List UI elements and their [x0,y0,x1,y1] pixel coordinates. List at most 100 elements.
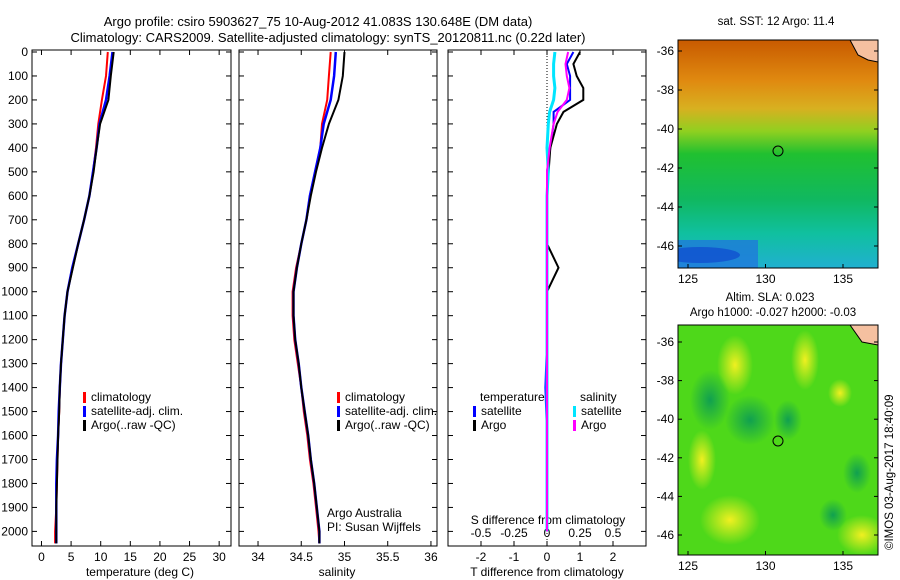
annotation-line1: Argo Australia [327,506,402,520]
y-tick-label: 1100 [2,309,28,323]
legend-label: satellite [481,404,522,418]
legend-label: Argo(..raw -QC) [91,418,176,432]
lat-tick-label: -40 [657,122,675,136]
legend-swatch [473,406,476,417]
satellite-adj-clim-line [55,51,114,544]
y-tick-label: 600 [8,189,28,203]
top-x-tick-label: -0.5 [471,526,492,540]
x-tick-label: 15 [124,550,138,564]
salinity-panel: 34 34.5 35 35.5 36 climatologysatellite-adj. … [238,49,438,579]
y-tick-label: 1600 [1,429,28,443]
lat-tick-label: -44 [657,200,675,214]
y-tick-label: 1800 [1,476,28,490]
y-tick-label: 0 [21,45,28,59]
legend-swatch [337,420,340,431]
lat-tick-label: -46 [657,528,675,542]
x-tick-label: 0 [38,550,45,564]
y-tick-label: 1400 [1,381,28,395]
lat-tick-label: -40 [657,412,675,426]
timestamp: ©IMOS 03-Aug-2017 18:40:09 [884,394,896,550]
legend-swatch [83,420,86,431]
temperature-panel: 0100200300400500600700800900100011001200… [1,45,232,579]
legend-label: climatology [91,390,151,404]
lon-tick-label: 135 [833,559,853,573]
x-tick-label: 34 [251,550,265,564]
y-tick-label: 2000 [1,524,28,538]
y-tick-label: 100 [8,69,28,83]
y-tick-label: 1200 [1,333,28,347]
x-tick-label: 25 [183,550,197,564]
x-axis-label: T difference from climatology [470,565,624,579]
figure-title-line2: Climatology: CARS2009. Satellite-adjuste… [71,30,586,45]
t-argo-diff-line [546,51,585,532]
legend-title-temperature: temperature [480,390,545,404]
x-tick-label: 5 [68,550,75,564]
x-tick-label: 2 [610,550,617,564]
profile-marker [772,145,784,157]
y-tick-label: 1500 [1,405,28,419]
coastline [849,325,878,346]
legend-swatch [337,406,340,417]
legend-label: Argo(..raw -QC) [345,418,430,432]
lat-tick-label: -42 [657,161,675,175]
x-tick-label: -1 [509,550,520,564]
profile-marker [772,435,784,447]
figure-title-line1: Argo profile: csiro 5903627_75 10-Aug-20… [104,14,533,29]
y-tick-label: 800 [8,237,28,251]
coastline [849,40,878,63]
lat-tick-label: -46 [657,239,675,253]
x-tick-label: 20 [153,550,167,564]
y-tick-label: 200 [8,93,28,107]
y-tick-label: 300 [8,117,28,131]
x-tick-label: 34.5 [290,550,314,564]
annotation-line2: PI: Susan Wijffels [327,520,421,534]
legend-label: satellite-adj. clim. [345,404,437,418]
temperature-axes-frame [31,49,232,547]
x-axis-label: temperature (deg C) [86,565,194,579]
x-tick-label: 1 [577,550,584,564]
legend-swatch [83,406,86,417]
lat-tick-label: -36 [657,335,675,349]
legend-label: satellite [581,404,622,418]
satellite-adj-clim-line [292,51,338,544]
lat-tick-label: -36 [657,44,675,58]
y-tick-label: 500 [8,165,28,179]
salinity-axes-frame [238,49,438,547]
legend-label: climatology [345,390,405,404]
legend-label: Argo [481,418,507,432]
x-tick-label: 30 [212,550,226,564]
y-tick-label: 1300 [1,357,28,371]
y-tick-label: 1000 [1,285,28,299]
lon-tick-label: 130 [755,272,775,286]
x-tick-label: -2 [476,550,487,564]
sst-field [678,40,878,268]
x-axis-label: salinity [319,565,356,579]
x-tick-label: 35 [338,550,352,564]
lat-tick-label: -38 [657,374,675,388]
legend-swatch [573,420,576,431]
lon-tick-label: 135 [833,272,853,286]
legend-label: satellite-adj. clim. [91,404,183,418]
lat-tick-label: -42 [657,451,675,465]
legend-swatch [473,420,476,431]
x-tick-label: 36 [424,550,438,564]
legend-swatch [337,392,340,403]
x-tick-label: 35.5 [376,550,400,564]
top-x-tick-label: 0.5 [605,526,622,540]
argo-line [55,51,115,544]
sla-map: Altim. SLA: 0.023 Argo h1000: -0.027 h20… [657,292,879,573]
legend-swatch [573,406,576,417]
y-tick-label: 1900 [1,500,28,514]
argo-line [292,51,346,544]
y-tick-label: 1700 [1,452,28,466]
legend-title-salinity: salinity [580,390,617,404]
sla-map-title-line2: Argo h1000: -0.027 h2000: -0.03 [690,307,856,319]
legend-swatch [83,392,86,403]
s-argo-diff-line [546,51,571,532]
x-tick-label: 0 [544,550,551,564]
legend-label: Argo [581,418,607,432]
lon-tick-label: 130 [755,559,775,573]
sla-map-title-line1: Altim. SLA: 0.023 [726,292,815,304]
